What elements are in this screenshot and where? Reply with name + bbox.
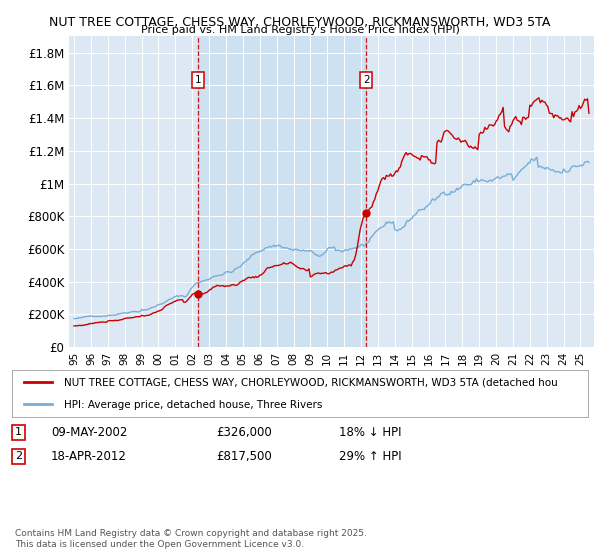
Text: £326,000: £326,000 (216, 426, 272, 439)
Text: NUT TREE COTTAGE, CHESS WAY, CHORLEYWOOD, RICKMANSWORTH, WD3 5TA (detached hou: NUT TREE COTTAGE, CHESS WAY, CHORLEYWOOD… (64, 378, 557, 388)
Text: 18% ↓ HPI: 18% ↓ HPI (339, 426, 401, 439)
Text: Price paid vs. HM Land Registry's House Price Index (HPI): Price paid vs. HM Land Registry's House … (140, 25, 460, 35)
Text: £817,500: £817,500 (216, 450, 272, 463)
Text: 18-APR-2012: 18-APR-2012 (51, 450, 127, 463)
Bar (198, 36, 366, 347)
Text: 2: 2 (363, 75, 370, 85)
Text: 1: 1 (15, 427, 22, 437)
Text: NUT TREE COTTAGE, CHESS WAY, CHORLEYWOOD, RICKMANSWORTH, WD3 5TA: NUT TREE COTTAGE, CHESS WAY, CHORLEYWOOD… (49, 16, 551, 29)
Text: Contains HM Land Registry data © Crown copyright and database right 2025.
This d: Contains HM Land Registry data © Crown c… (15, 529, 367, 549)
Text: 2: 2 (15, 451, 22, 461)
Text: HPI: Average price, detached house, Three Rivers: HPI: Average price, detached house, Thre… (64, 400, 322, 410)
Text: 1: 1 (195, 75, 202, 85)
Text: 29% ↑ HPI: 29% ↑ HPI (339, 450, 401, 463)
Text: 09-MAY-2002: 09-MAY-2002 (51, 426, 127, 439)
